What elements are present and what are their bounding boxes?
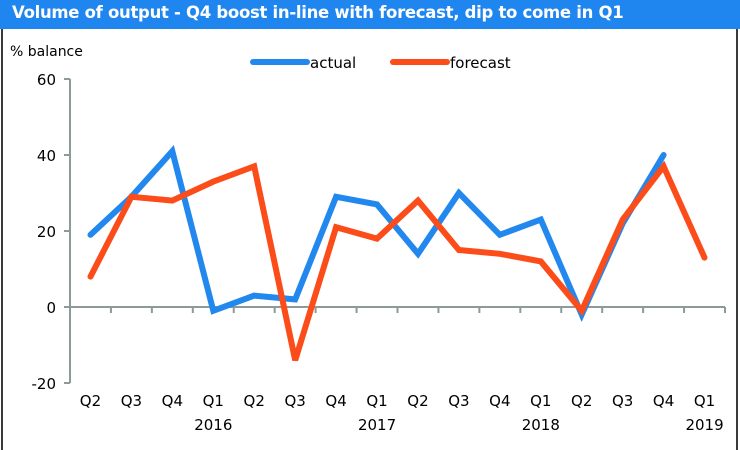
x-tick-label: Q2	[80, 392, 101, 410]
x-tick-label: Q3	[612, 392, 633, 410]
y-tick-label: 40	[37, 147, 56, 165]
series-actual	[87, 145, 667, 323]
legend-label-forecast: forecast	[450, 54, 511, 72]
x-year-label: 2018	[522, 416, 560, 434]
y-tick-label: -20	[32, 375, 57, 393]
y-tick-label: 20	[37, 223, 56, 241]
x-year-label: 2019	[685, 416, 723, 434]
chart-title: Volume of output - Q4 boost in-line with…	[12, 3, 624, 22]
frame-border-left	[1, 29, 3, 450]
series-line-forecast	[87, 160, 708, 362]
x-tick-label: Q4	[162, 392, 183, 410]
series-layer	[87, 145, 708, 362]
x-tick-label: Q2	[407, 392, 428, 410]
x-tick-label: Q1	[694, 392, 715, 410]
x-year-label: 2017	[358, 416, 396, 434]
x-tick-label: Q4	[325, 392, 346, 410]
x-tick-label: Q3	[121, 392, 142, 410]
y-tick-label: 0	[46, 299, 56, 317]
x-tick-label: Q4	[653, 392, 674, 410]
x-tick-label: Q3	[284, 392, 305, 410]
title-bar: Volume of output - Q4 boost in-line with…	[0, 0, 740, 29]
x-tick-label: Q1	[530, 392, 551, 410]
series-line-actual	[87, 145, 667, 323]
y-tick-label: 60	[37, 71, 56, 89]
x-tick-label: Q1	[203, 392, 224, 410]
legend-item-forecast: forecast	[390, 54, 511, 72]
x-year-label: 2016	[194, 416, 232, 434]
x-tick-label: Q3	[448, 392, 469, 410]
legend: actual forecast	[250, 54, 511, 72]
legend-label-actual: actual	[310, 54, 356, 72]
y-axis-label: % balance	[10, 44, 83, 60]
legend-item-actual: actual	[250, 54, 356, 72]
x-tick-label: Q2	[244, 392, 265, 410]
frame-border-right	[736, 29, 738, 450]
axes: -20 0 20 40 60 Q2 Q3 Q4 Q1 Q2 Q3 Q4 Q1 Q2 Q3 Q4 Q1 Q2 Q3 Q4…	[32, 71, 726, 434]
x-tick-label: Q2	[571, 392, 592, 410]
x-tick-label: Q4	[489, 392, 510, 410]
series-forecast	[87, 160, 708, 362]
x-tick-label: Q1	[366, 392, 387, 410]
